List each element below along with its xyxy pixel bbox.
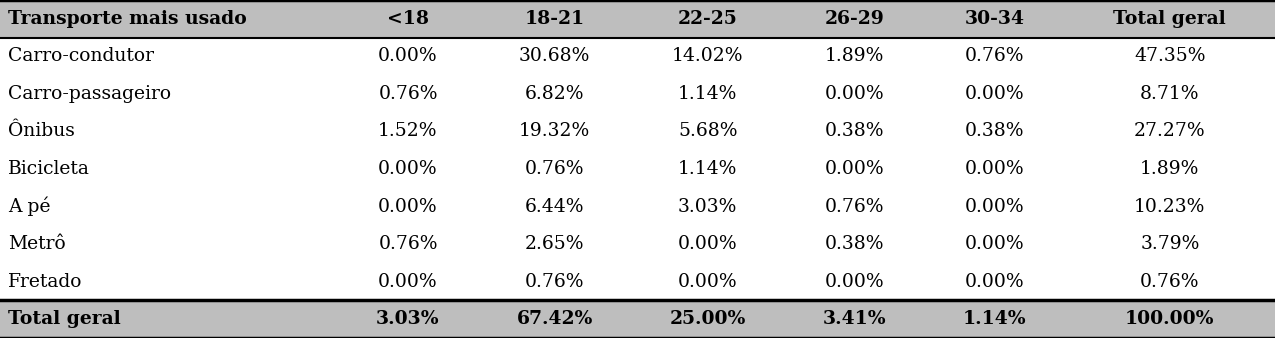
Text: 0.00%: 0.00% (825, 160, 884, 178)
Text: 0.76%: 0.76% (525, 273, 584, 291)
Bar (0, 0, 1275, 38)
Text: Ônibus: Ônibus (8, 122, 75, 141)
Text: 18-21: 18-21 (524, 10, 585, 28)
Text: 3.79%: 3.79% (1140, 235, 1200, 253)
Text: 0.00%: 0.00% (965, 85, 1024, 103)
Text: 30-34: 30-34 (964, 10, 1025, 28)
Text: 1.52%: 1.52% (379, 122, 437, 141)
Bar (0, 38, 1275, 75)
Bar (0, 188, 1275, 225)
Text: 6.82%: 6.82% (525, 85, 584, 103)
Text: Fretado: Fretado (8, 273, 83, 291)
Text: 0.76%: 0.76% (825, 197, 884, 216)
Text: 1.14%: 1.14% (678, 85, 737, 103)
Text: 6.44%: 6.44% (525, 197, 584, 216)
Text: <18: <18 (388, 10, 428, 28)
Text: 47.35%: 47.35% (1133, 47, 1206, 65)
Text: Carro-condutor: Carro-condutor (8, 47, 154, 65)
Text: 0.00%: 0.00% (965, 235, 1024, 253)
Text: 0.38%: 0.38% (965, 122, 1024, 141)
Text: Total geral: Total geral (8, 310, 121, 328)
Text: 0.76%: 0.76% (525, 160, 584, 178)
Text: 3.41%: 3.41% (822, 310, 886, 328)
Text: 0.00%: 0.00% (678, 273, 737, 291)
Bar (0, 225, 1275, 263)
Bar (0, 75, 1275, 113)
Text: Metrô: Metrô (8, 235, 66, 253)
Text: 0.00%: 0.00% (379, 160, 437, 178)
Text: A pé: A pé (8, 197, 51, 216)
Text: 0.00%: 0.00% (965, 160, 1024, 178)
Text: 5.68%: 5.68% (678, 122, 737, 141)
Text: 0.38%: 0.38% (825, 122, 884, 141)
Text: Carro-passageiro: Carro-passageiro (8, 85, 171, 103)
Bar (0, 113, 1275, 150)
Text: 67.42%: 67.42% (516, 310, 593, 328)
Text: 0.00%: 0.00% (379, 273, 437, 291)
Text: 0.00%: 0.00% (965, 273, 1024, 291)
Text: 19.32%: 19.32% (519, 122, 590, 141)
Bar (0, 150, 1275, 188)
Text: 8.71%: 8.71% (1140, 85, 1200, 103)
Text: 1.14%: 1.14% (963, 310, 1026, 328)
Text: 1.89%: 1.89% (1140, 160, 1200, 178)
Text: 0.76%: 0.76% (379, 85, 437, 103)
Text: 1.14%: 1.14% (678, 160, 737, 178)
Text: 30.68%: 30.68% (519, 47, 590, 65)
Text: 100.00%: 100.00% (1125, 310, 1215, 328)
Text: 3.03%: 3.03% (678, 197, 737, 216)
Text: 0.00%: 0.00% (678, 235, 737, 253)
Bar (0, 263, 1275, 300)
Text: 22-25: 22-25 (678, 10, 737, 28)
Text: Transporte mais usado: Transporte mais usado (8, 10, 247, 28)
Text: 26-29: 26-29 (825, 10, 884, 28)
Text: 0.76%: 0.76% (1140, 273, 1200, 291)
Text: 3.03%: 3.03% (376, 310, 440, 328)
Text: 14.02%: 14.02% (672, 47, 743, 65)
Text: 0.00%: 0.00% (379, 47, 437, 65)
Bar (0, 300, 1275, 338)
Text: 27.27%: 27.27% (1133, 122, 1206, 141)
Text: 10.23%: 10.23% (1135, 197, 1205, 216)
Text: 0.76%: 0.76% (965, 47, 1024, 65)
Text: 0.00%: 0.00% (825, 85, 884, 103)
Text: 0.38%: 0.38% (825, 235, 884, 253)
Text: 1.89%: 1.89% (825, 47, 884, 65)
Text: 0.00%: 0.00% (825, 273, 884, 291)
Text: 0.00%: 0.00% (379, 197, 437, 216)
Text: Bicicleta: Bicicleta (8, 160, 89, 178)
Text: 0.00%: 0.00% (965, 197, 1024, 216)
Text: 2.65%: 2.65% (525, 235, 584, 253)
Text: 0.76%: 0.76% (379, 235, 437, 253)
Text: Total geral: Total geral (1113, 10, 1227, 28)
Text: 25.00%: 25.00% (669, 310, 746, 328)
